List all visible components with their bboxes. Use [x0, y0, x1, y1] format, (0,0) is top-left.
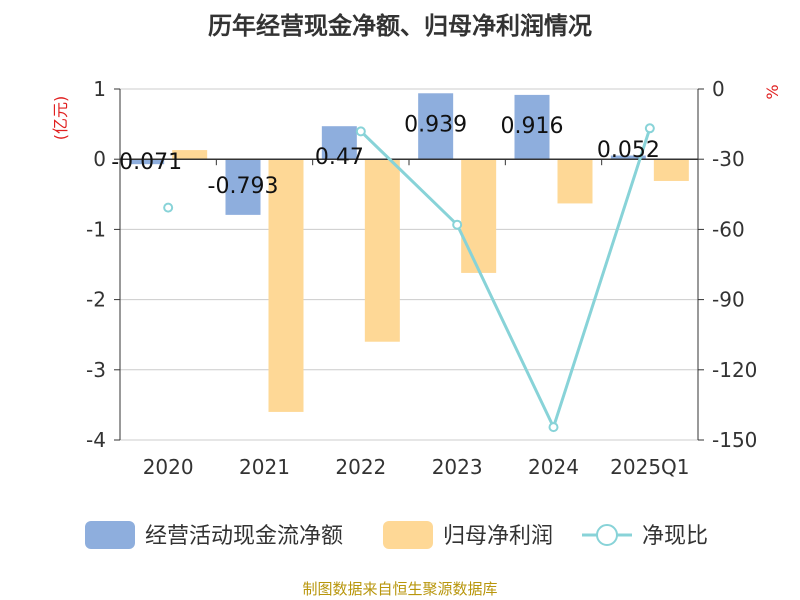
ratio-line	[163, 123, 655, 433]
left-tick-label: -1	[86, 217, 106, 241]
cashflow-bar	[610, 155, 646, 160]
x-tick-label: 2020	[143, 455, 194, 479]
cashflow-data-label: 0.916	[501, 114, 564, 139]
chart-title: 历年经营现金净额、归母净利润情况	[208, 12, 592, 40]
cashflow-data-label: -0.793	[208, 174, 279, 199]
data-labels: -0.071 -0.793 0.47 0.939 0.916 0.052	[111, 112, 660, 199]
left-axis-unit: (亿元)	[51, 96, 70, 141]
net-profit-bar	[268, 159, 304, 412]
ratio-point	[644, 123, 655, 134]
legend-ratio-label: 净现比	[642, 524, 708, 549]
right-tick-label: -30	[712, 147, 745, 171]
cashflow-bar	[129, 159, 165, 165]
x-tick-label: 2022	[335, 455, 386, 479]
cashflow-data-label: -0.071	[111, 150, 182, 175]
ratio-point	[548, 422, 559, 433]
left-tick-label: 1	[93, 77, 106, 101]
legend-cashflow-swatch	[85, 521, 135, 549]
cashflow-data-label: 0.052	[597, 138, 660, 163]
ratio-point	[163, 202, 174, 213]
left-tick-label: -4	[86, 428, 106, 452]
legend-cashflow-label: 经营活动现金流净额	[145, 524, 343, 549]
cashflow-data-label: 0.939	[404, 112, 467, 137]
x-tick-label: 2021	[239, 455, 290, 479]
source-note: 制图数据来自恒生聚源数据库	[302, 580, 497, 598]
right-tick-label: -90	[712, 288, 745, 312]
net-profit-bar	[653, 159, 689, 181]
left-tick-label: -2	[86, 288, 106, 312]
x-tick-label: 2024	[528, 455, 579, 479]
bars	[129, 93, 689, 412]
cashflow-bar	[225, 159, 261, 215]
cashflow-bar	[321, 126, 357, 160]
right-axis-unit: %	[763, 84, 782, 99]
right-tick-label: -60	[712, 217, 745, 241]
legend[interactable]: 经营活动现金流净额 归母净利润 净现比	[85, 521, 708, 549]
left-tick-label: 0	[93, 147, 106, 171]
legend-net-profit-swatch	[383, 521, 433, 549]
right-tick-label: -120	[712, 358, 757, 382]
net-profit-bar	[364, 159, 400, 342]
cashflow-bar	[514, 94, 550, 160]
ratio-point	[355, 126, 366, 137]
axes: 1 0 -1 -2 -3 -4 0 -30 -60 -90 -120 -150 2020 2021 2022…	[86, 77, 757, 479]
net-profit-bar	[461, 159, 497, 273]
legend-net-profit-label: 归母净利润	[443, 524, 553, 549]
x-tick-label: 2023	[432, 455, 483, 479]
right-tick-label: 0	[712, 77, 725, 101]
ratio-point	[452, 219, 463, 230]
net-profit-bar	[557, 159, 593, 204]
cashflow-data-label: 0.47	[315, 145, 364, 170]
right-tick-label: -150	[712, 428, 757, 452]
legend-ratio-marker	[596, 524, 618, 546]
net-profit-bar	[172, 150, 208, 160]
ratio-line-path	[359, 127, 652, 432]
left-tick-label: -3	[86, 358, 106, 382]
cashflow-bar	[418, 93, 454, 160]
x-tick-label: 2025Q1	[610, 455, 689, 479]
